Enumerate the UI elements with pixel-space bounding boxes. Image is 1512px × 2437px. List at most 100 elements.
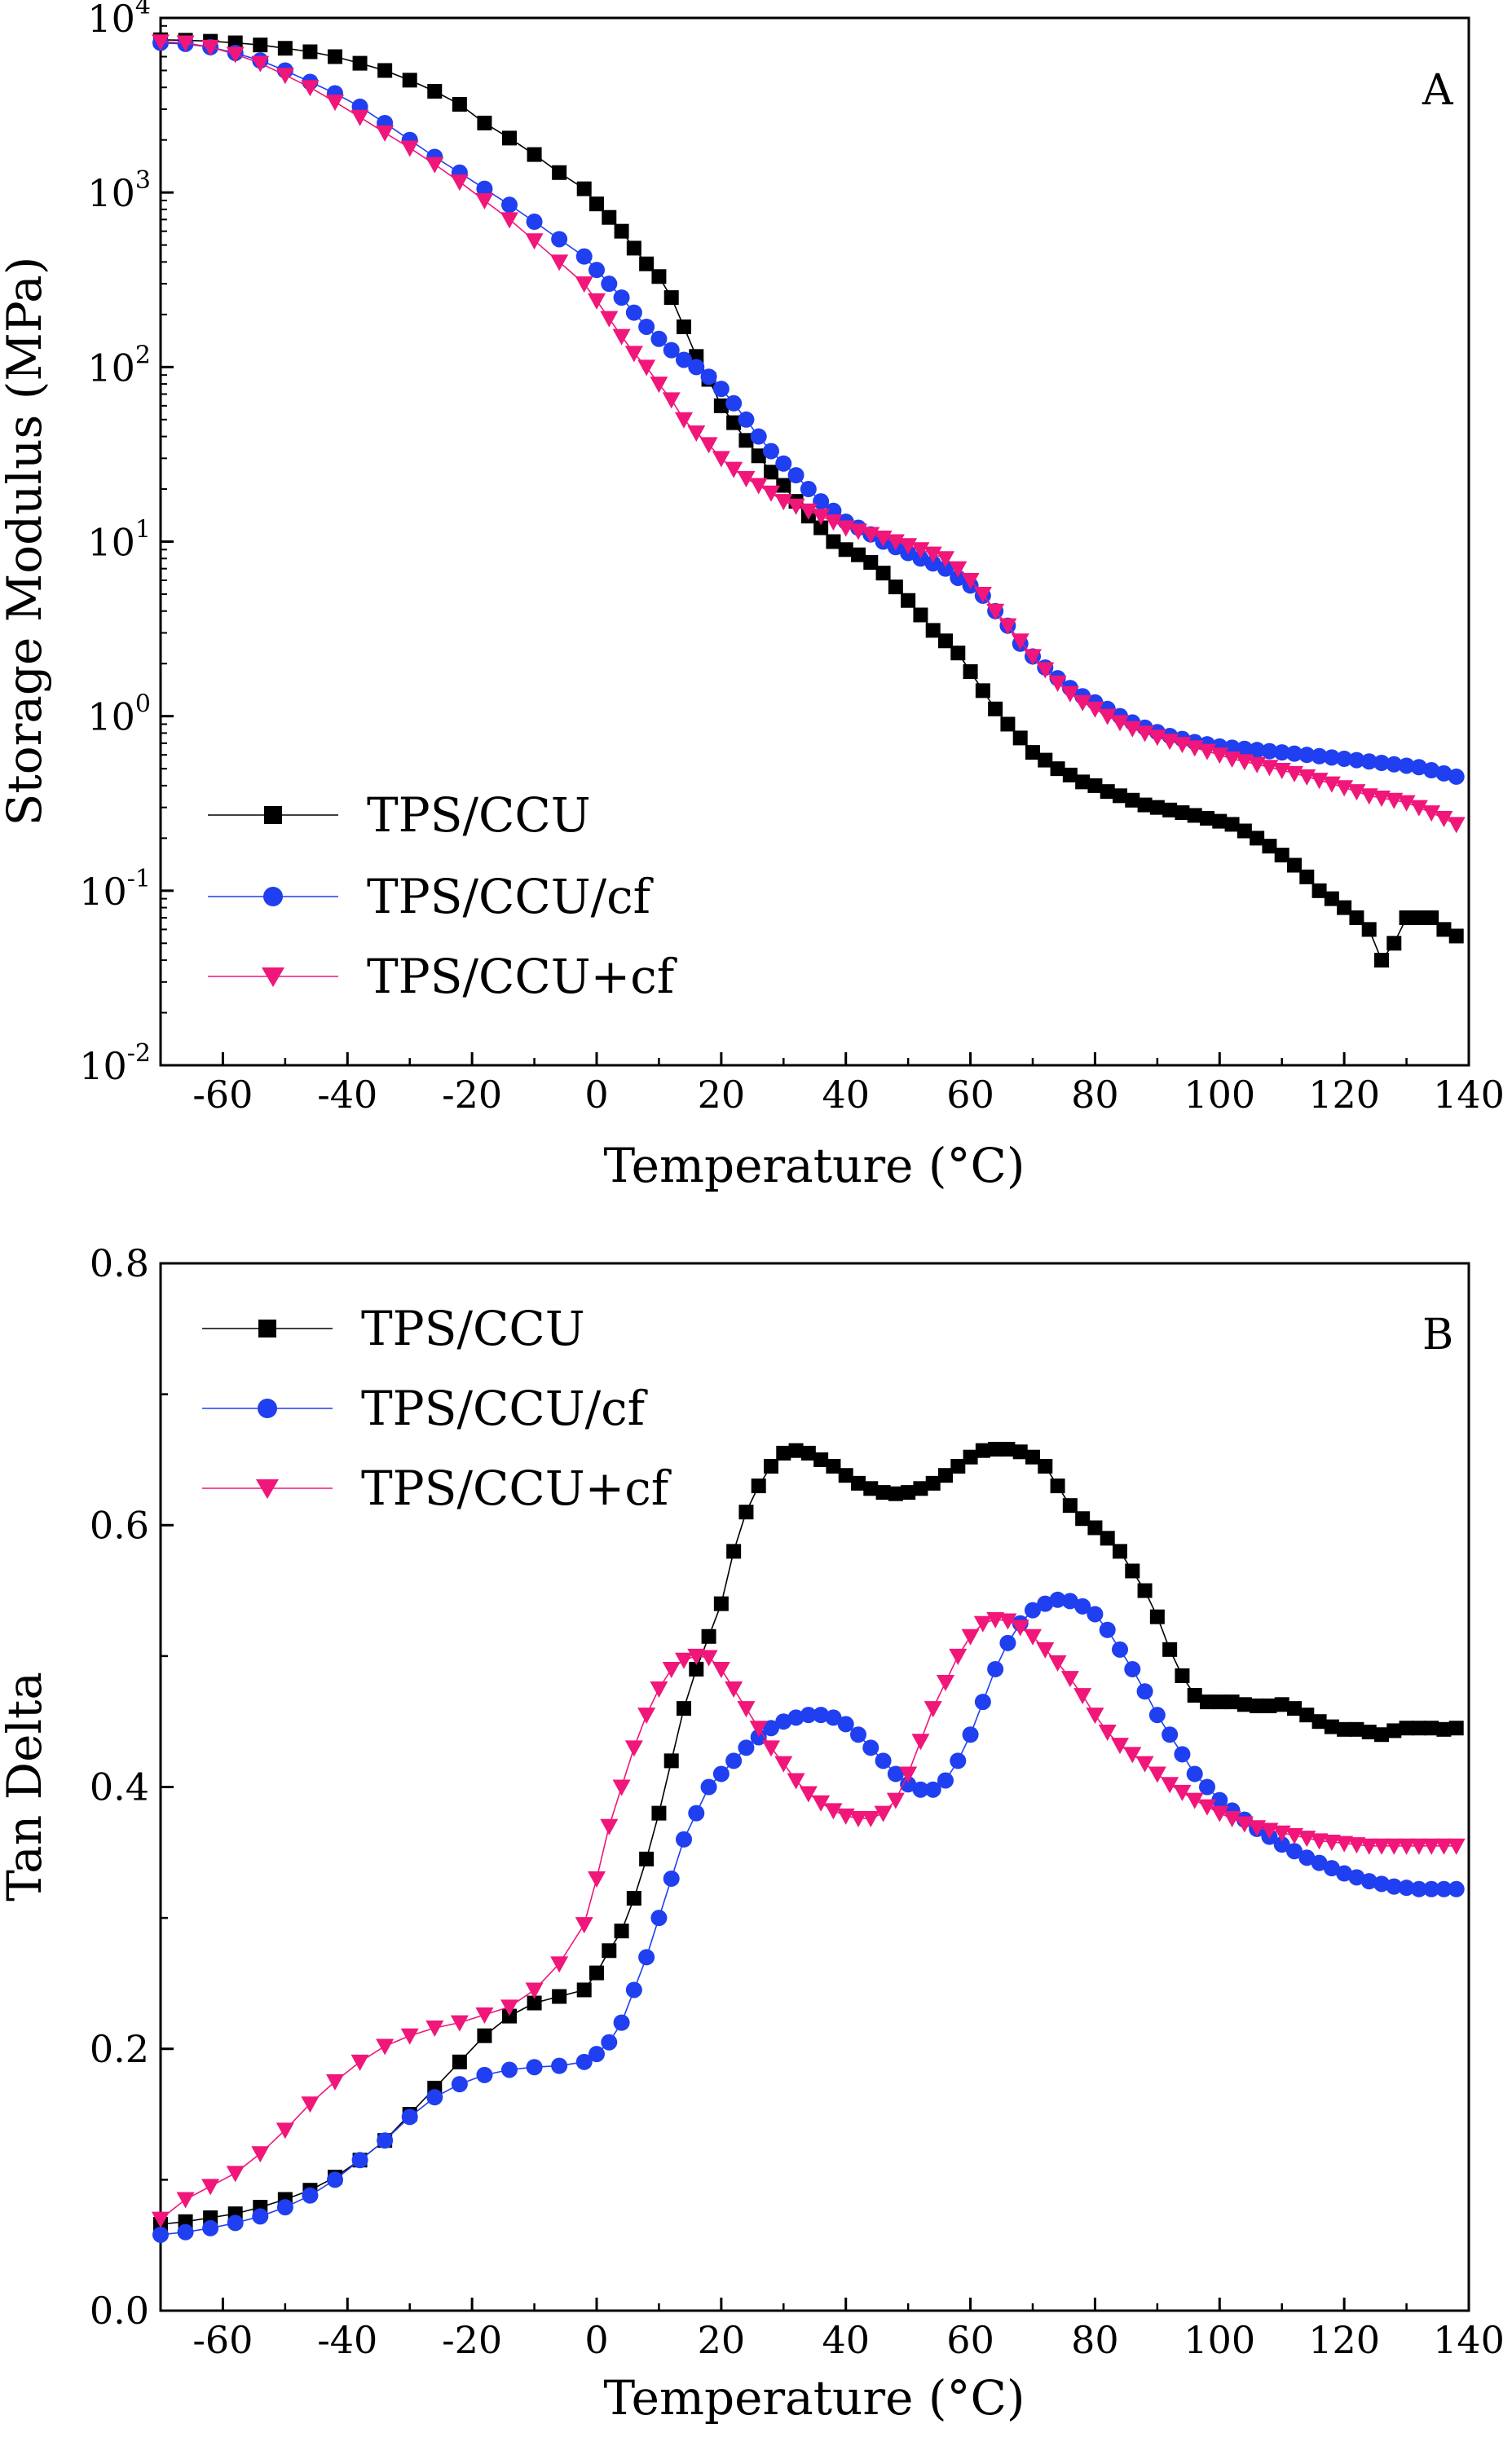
data-point	[887, 1765, 904, 1783]
data-point	[552, 165, 567, 180]
x-tick-label: 20	[698, 1073, 746, 1117]
data-point	[924, 1701, 942, 1718]
data-point	[1423, 1880, 1440, 1897]
data-point	[1236, 823, 1252, 839]
data-point	[614, 223, 629, 239]
data-point	[911, 1734, 930, 1751]
data-point	[688, 359, 705, 376]
series-tps-ccu	[153, 1442, 1464, 2232]
series-tps-ccu-cf	[152, 34, 1465, 785]
data-point	[425, 2021, 444, 2038]
data-point	[973, 586, 992, 603]
data-point	[1348, 751, 1365, 769]
data-point	[476, 2066, 493, 2083]
y-ticks-b: 0.0 0.2 0.4 0.6 0.8	[90, 1241, 174, 2333]
data-point	[862, 1739, 879, 1756]
data-point	[575, 276, 593, 293]
data-point	[500, 212, 518, 229]
data-point	[762, 485, 780, 502]
data-point	[677, 319, 691, 334]
data-point	[725, 1681, 743, 1699]
data-point	[799, 503, 818, 520]
data-point	[602, 1943, 617, 1959]
data-point	[1186, 1765, 1203, 1783]
y-tick-label: 10-1	[79, 865, 151, 914]
data-point	[763, 443, 779, 460]
data-point	[1360, 788, 1378, 805]
data-point	[726, 415, 742, 430]
data-point	[613, 2014, 630, 2031]
data-point	[1038, 1458, 1053, 1474]
data-point	[1347, 784, 1366, 801]
data-point	[1073, 694, 1092, 712]
data-point	[1399, 1721, 1414, 1736]
data-point	[1037, 1595, 1054, 1612]
y-tick-label: 0.2	[90, 2027, 149, 2071]
data-point	[251, 55, 270, 73]
data-point	[924, 555, 941, 572]
data-point	[427, 83, 443, 99]
data-point	[738, 1505, 754, 1520]
data-point	[1386, 756, 1403, 773]
data-point	[725, 394, 743, 412]
data-point	[1435, 765, 1452, 782]
series-line	[160, 1598, 1457, 2236]
data-point	[525, 233, 544, 250]
legend-swatch-marker	[264, 806, 282, 824]
data-point	[1435, 1880, 1452, 1897]
data-point	[712, 451, 730, 468]
data-point	[551, 2057, 568, 2074]
plot-frame-a	[159, 16, 1470, 1067]
data-point	[813, 493, 830, 510]
x-tick-label: -40	[317, 1073, 377, 1117]
data-point	[851, 1475, 866, 1491]
data-point	[700, 1778, 717, 1796]
data-point	[1074, 1597, 1091, 1615]
data-point	[764, 1458, 778, 1474]
data-point	[763, 1720, 779, 1737]
data-point	[601, 275, 618, 293]
data-point	[950, 1458, 966, 1474]
data-point	[712, 381, 730, 398]
data-point	[1087, 1520, 1103, 1536]
data-point	[738, 411, 755, 428]
data-point	[963, 663, 978, 679]
legend-swatch-marker	[263, 887, 283, 906]
data-point	[1361, 922, 1377, 937]
data-point	[838, 1468, 853, 1483]
data-point	[1324, 1719, 1339, 1734]
x-tick-label: 80	[1071, 2318, 1119, 2362]
data-point	[1173, 1784, 1192, 1801]
data-point	[1397, 1838, 1416, 1855]
legend-entry-b-1: TPS/CCU	[202, 1301, 585, 1356]
data-point	[875, 1485, 891, 1501]
x-tick-label: 100	[1184, 2318, 1255, 2362]
data-point	[1123, 1747, 1142, 1764]
data-point	[1360, 753, 1378, 770]
data-point	[276, 2122, 294, 2140]
data-point	[625, 1981, 642, 1999]
data-point	[302, 44, 318, 59]
data-point	[863, 555, 879, 571]
data-point	[650, 1681, 668, 1699]
series-line	[160, 41, 1457, 826]
y-tick-label: 102	[87, 341, 151, 390]
legend-swatch-marker	[262, 967, 284, 987]
data-point	[1236, 740, 1253, 757]
data-point	[552, 1989, 567, 2004]
data-point	[1212, 813, 1228, 829]
data-point	[501, 196, 518, 214]
y-tick-label: 0.6	[90, 1503, 149, 1547]
data-point	[826, 1458, 841, 1474]
data-point	[1323, 749, 1340, 766]
data-point	[774, 1756, 793, 1773]
data-point	[677, 1701, 691, 1716]
data-point	[1124, 1660, 1141, 1677]
data-point	[637, 1708, 656, 1725]
data-point	[1398, 1880, 1415, 1897]
data-point	[351, 2152, 368, 2169]
data-point	[588, 262, 605, 279]
data-point	[527, 147, 542, 162]
data-point	[1373, 754, 1390, 771]
